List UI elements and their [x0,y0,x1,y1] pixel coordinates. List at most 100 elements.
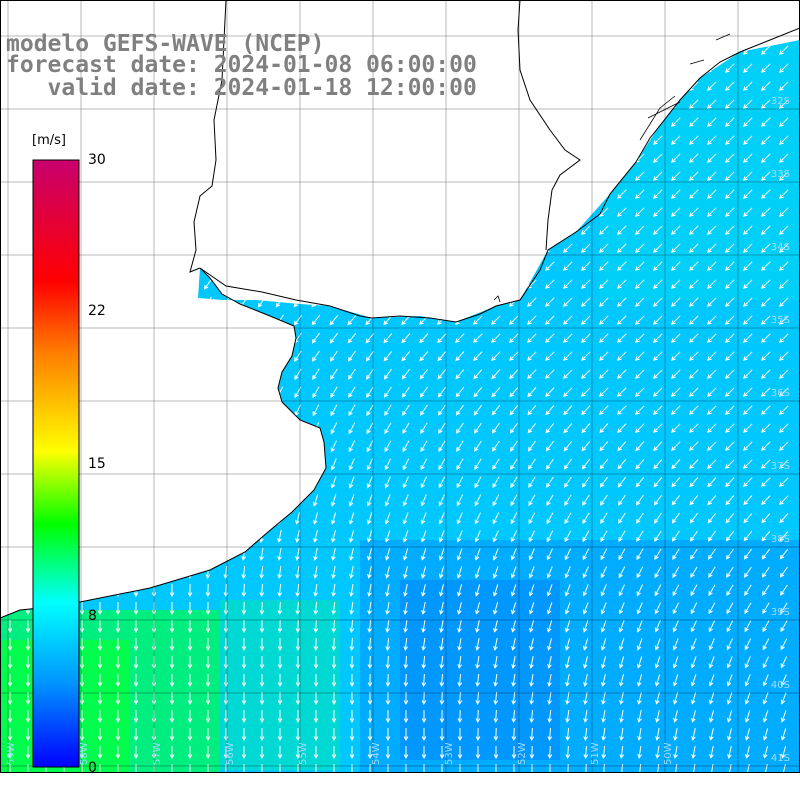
wind-arrow [457,602,462,615]
wind-arrow [420,494,427,507]
wind-arrow [79,710,85,724]
wind-arrow [671,243,681,253]
wind-arrow [241,692,247,706]
wind-arrow [114,260,122,272]
wind-arrow [653,297,663,307]
wind-arrow [511,637,516,651]
wind-arrow [528,476,536,489]
wind-arrow [779,369,789,379]
wind-arrow [725,279,735,289]
wind-arrow [25,710,31,724]
wind-arrow [583,673,588,687]
wind-arrow [529,727,535,742]
wind-arrow [491,153,501,163]
wind-arrow [455,404,464,416]
wind-arrow [545,81,555,91]
wind-arrow [437,117,447,127]
wind-arrow [313,548,318,561]
wind-arrow [205,710,211,724]
wind-arrow [564,494,572,507]
wind-arrow [528,584,535,597]
wind-arrow [185,135,195,145]
wind-arrow [133,656,139,670]
wind-arrow [403,583,408,597]
wind-arrow [565,674,570,687]
wind-arrow [115,602,121,616]
wind-arrow [259,601,265,616]
wind-arrow [474,422,482,434]
wind-arrow [491,63,501,73]
wind-arrow [726,584,734,596]
wind-arrow [169,656,175,670]
wind-arrow [475,673,481,688]
wind-arrow [563,153,573,163]
wind-arrow [563,243,573,253]
wind-arrow [223,638,229,652]
wind-arrow [528,530,536,543]
wind-arrow [527,63,537,73]
wind-arrow [367,655,373,670]
wind-arrow [421,566,427,579]
wind-arrow [671,63,681,73]
wind-arrow [78,260,86,272]
wind-arrow [672,584,680,597]
wind-arrow [257,189,267,199]
wind-arrow [293,261,303,272]
wind-arrow [779,261,789,271]
wind-arrow [187,602,193,616]
wind-arrow [402,512,409,525]
wind-arrow [437,243,447,253]
wind-arrow [277,710,283,724]
wind-arrow [293,117,303,127]
wind-arrow [761,423,771,433]
wind-arrow [25,620,31,634]
wind-arrow [456,530,463,543]
wind-arrow [275,225,285,235]
wind-arrow [79,728,85,742]
wind-arrow [455,333,465,344]
wind-arrow [473,153,483,163]
colorbar-tick-15: 15 [88,456,106,472]
wind-arrow [545,440,554,452]
colorbar-tick-0: 0 [88,760,97,776]
wind-arrow [438,494,445,507]
wind-arrow [563,171,573,181]
wind-arrow [438,512,445,525]
wind-arrow [240,368,248,381]
wind-arrow [438,548,445,561]
wind-arrow [744,602,752,615]
wind-arrow [779,459,789,469]
wind-arrow [492,512,500,525]
wind-arrow [114,404,121,417]
wind-arrow [563,405,573,416]
wind-arrow [185,207,195,218]
lat-label: 40S [771,680,790,691]
wind-arrow [419,297,429,307]
wind-arrow [744,638,752,651]
wind-arrow [726,602,734,615]
wind-arrow [653,135,663,145]
wind-arrow [79,529,85,544]
wind-arrow [168,350,176,363]
wind-arrow [439,655,445,670]
wind-arrow [276,440,283,453]
wind-arrow [133,584,139,598]
wind-arrow [257,261,267,272]
wind-arrow [169,529,175,544]
wind-arrow [618,530,626,542]
wind-arrow [311,117,321,127]
wind-arrow [97,440,102,453]
wind-arrow [419,368,429,380]
wind-arrow [762,656,769,669]
wind-arrow [780,674,787,687]
wind-arrow [709,728,714,741]
wind-arrow [743,189,753,199]
wind-arrow [131,135,141,145]
wind-arrow [671,333,681,343]
wind-arrow [331,584,336,597]
wind-arrow [97,620,103,634]
wind-arrow [653,261,663,271]
wind-arrow [455,153,465,163]
wind-arrow [115,476,120,489]
wind-arrow [583,727,589,742]
